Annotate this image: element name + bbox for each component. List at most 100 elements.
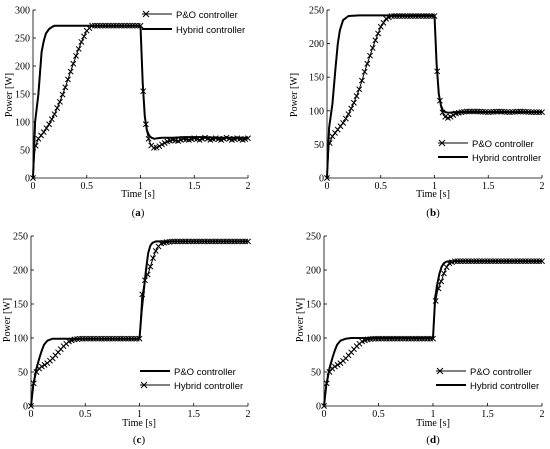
x-axis-label-d: Time [s] — [416, 418, 450, 429]
data-point-c-2 — [171, 238, 178, 245]
data-point-c-2 — [152, 248, 159, 254]
x-tick-label-c: 0.5 — [79, 409, 92, 420]
y-tick-label-b: 100 — [309, 106, 324, 117]
data-point-c-2 — [204, 238, 211, 245]
caption-a: (a) — [132, 207, 145, 219]
legend-d-symbol-1 — [436, 367, 466, 375]
series-line-b-2 — [326, 14, 542, 179]
data-point-a-1 — [40, 129, 47, 136]
caption-d-letter: d — [430, 434, 436, 446]
data-point-c-2 — [231, 238, 238, 245]
data-point-c-2 — [245, 238, 251, 245]
data-point-a-1 — [48, 116, 55, 123]
data-point-a-1 — [43, 125, 50, 132]
y-tick-label-b: 150 — [309, 73, 324, 84]
y-tick-label-d: 150 — [306, 300, 321, 311]
data-point-c-2 — [30, 380, 37, 387]
data-point-a-1 — [70, 60, 77, 67]
data-point-c-2 — [87, 335, 94, 342]
x-tick-label-d: 2 — [540, 409, 545, 420]
legend-a-label-1: P&O controller — [176, 10, 238, 21]
y-tick-label-c: 50 — [18, 368, 28, 379]
panel-c: 0 0.5 1 1.5 2 0 50 100 150 200 250 P&O controller … — [2, 232, 251, 446]
data-point-b-1 — [367, 52, 373, 59]
data-point-a-1 — [54, 105, 61, 111]
caption-b-letter: b — [430, 207, 436, 219]
y-tick-label-c: 250 — [13, 232, 28, 243]
data-point-c-2 — [150, 255, 157, 262]
panel-d: 0 0.5 1 1.5 2 0 50 100 150 200 250 P&O controller … — [295, 232, 545, 446]
data-point-b-1 — [375, 30, 382, 37]
x-tick-label-c: 2 — [246, 409, 251, 420]
data-point-c-2 — [131, 335, 138, 342]
data-point-a-1 — [73, 52, 79, 59]
legend-a: P&O controller Hybrid controller — [142, 10, 245, 36]
y-tick-label-c: 150 — [13, 300, 28, 311]
data-point-b-1 — [361, 68, 368, 75]
x-tick-label-a: 0 — [31, 181, 36, 192]
data-point-c-2 — [226, 238, 232, 245]
data-point-a-1 — [78, 38, 85, 45]
x-tick-label-b: 0.5 — [375, 181, 388, 192]
legend-c: P&O controller Hybrid controller — [140, 367, 243, 392]
x-tick-label-a: 2 — [246, 181, 251, 192]
data-point-c-2 — [188, 238, 194, 245]
data-point-b-1 — [377, 23, 384, 30]
data-point-c-2 — [193, 238, 200, 245]
data-point-b-1 — [372, 37, 379, 44]
x-axis-label-b: Time [s] — [416, 189, 450, 200]
data-point-c-2 — [234, 238, 241, 245]
plot-area-b: 0 0.5 1 1.5 2 0 50 100 150 200 250 — [309, 6, 545, 192]
caption-b: (b) — [426, 207, 440, 219]
data-point-c-2 — [209, 238, 216, 245]
y-tick-label-a: 150 — [15, 90, 30, 101]
y-axis-label-d: Power [W] — [295, 298, 306, 342]
caption-a-letter: a — [135, 207, 141, 219]
data-point-c-2 — [190, 238, 197, 245]
plot-area-a: 0 0.5 1 1.5 2 0 50 100 150 200 250 300 — [15, 6, 251, 192]
data-point-c-2 — [147, 263, 154, 270]
data-point-c-2 — [182, 238, 189, 245]
data-point-c-2 — [112, 335, 119, 342]
caption-c-open: ( — [133, 434, 137, 446]
legend-d-label-1: P&O controller — [470, 367, 532, 378]
data-point-d-1 — [334, 361, 341, 368]
caption-d: (d) — [426, 434, 440, 446]
data-point-c-2 — [120, 335, 127, 342]
x-tick-label-d: 1 — [431, 409, 436, 420]
data-point-d-1 — [438, 278, 445, 285]
caption-a-open: ( — [132, 207, 136, 219]
legend-marker-c — [140, 381, 148, 389]
x-tick-label-b: 1.5 — [482, 181, 495, 192]
data-point-b-1 — [350, 99, 357, 106]
legend-a-symbol-1 — [142, 10, 172, 18]
data-point-c-2 — [122, 335, 129, 342]
data-point-c-2 — [28, 403, 34, 409]
legend-marker-d — [436, 367, 444, 375]
y-tick-label-d: 0 — [316, 402, 321, 413]
y-tick-label-a: 250 — [15, 34, 30, 45]
legend-c-symbol-2 — [140, 381, 170, 389]
data-point-b-1 — [364, 60, 371, 67]
y-tick-label-d: 100 — [306, 334, 321, 345]
data-point-a-1 — [75, 45, 82, 52]
caption-a-close: ) — [141, 207, 145, 219]
data-point-c-2 — [198, 238, 205, 245]
series-line-a-2 — [32, 24, 248, 179]
data-point-c-2 — [101, 335, 108, 342]
legend-b-label-1: P&O controller — [472, 139, 534, 150]
x-tick-label-a: 1 — [138, 181, 143, 192]
data-point-c-2 — [117, 335, 124, 342]
data-point-c-2 — [79, 335, 86, 342]
data-point-b-1 — [358, 77, 365, 84]
data-point-c-2 — [144, 271, 151, 278]
data-point-c-2 — [212, 238, 219, 245]
panel-a: 0 0.5 1 1.5 2 0 50 100 150 200 250 300 P&O controll… — [4, 6, 251, 219]
x-tick-label-c: 1.5 — [188, 409, 201, 420]
data-point-a-1 — [156, 143, 163, 150]
y-tick-label-b: 250 — [309, 6, 324, 17]
y-tick-label-d: 200 — [306, 266, 321, 277]
data-point-a-1 — [59, 91, 66, 98]
x-tick-label-d: 1.5 — [481, 409, 494, 420]
data-point-b-1 — [447, 113, 454, 120]
